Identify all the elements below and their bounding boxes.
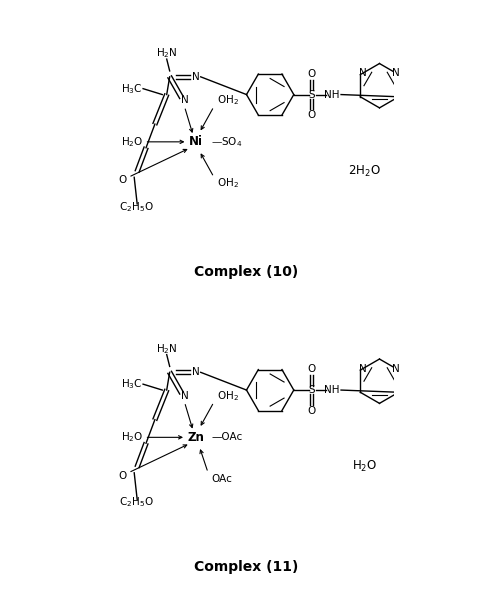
Text: H$_2$O: H$_2$O — [121, 430, 143, 444]
Text: H$_2$O: H$_2$O — [121, 135, 143, 149]
Text: N: N — [192, 368, 200, 377]
Text: OAc: OAc — [211, 474, 232, 483]
Text: Ni: Ni — [189, 135, 203, 148]
Text: 2H$_2$O: 2H$_2$O — [349, 164, 381, 179]
Text: S: S — [308, 90, 315, 99]
Text: O: O — [307, 69, 316, 79]
Text: Complex (11): Complex (11) — [194, 560, 299, 574]
Text: O: O — [118, 176, 127, 185]
Text: NH: NH — [324, 90, 340, 99]
Text: H$_2$N: H$_2$N — [156, 342, 177, 356]
Text: N: N — [359, 363, 367, 374]
Text: N: N — [192, 72, 200, 82]
Text: H$_3$C: H$_3$C — [121, 377, 143, 391]
Text: N: N — [392, 68, 400, 78]
Text: OH$_2$: OH$_2$ — [217, 93, 239, 108]
Text: Zn: Zn — [188, 431, 205, 444]
Text: O: O — [118, 471, 127, 480]
Text: N: N — [180, 96, 188, 105]
Text: O: O — [307, 111, 316, 120]
Text: S: S — [308, 385, 315, 395]
Text: OH$_2$: OH$_2$ — [217, 389, 239, 403]
Text: C$_2$H$_5$O: C$_2$H$_5$O — [119, 495, 154, 509]
Text: N: N — [180, 391, 188, 401]
Text: NH: NH — [324, 385, 340, 395]
Text: C$_2$H$_5$O: C$_2$H$_5$O — [119, 200, 154, 214]
Text: OH$_2$: OH$_2$ — [217, 176, 239, 190]
Text: Complex (10): Complex (10) — [194, 265, 299, 279]
Text: O: O — [307, 406, 316, 415]
Text: —SO$_4$: —SO$_4$ — [211, 135, 243, 149]
Text: H$_3$C: H$_3$C — [121, 82, 143, 96]
Text: H$_2$O: H$_2$O — [352, 459, 377, 475]
Text: H$_2$N: H$_2$N — [156, 46, 177, 60]
Text: O: O — [307, 365, 316, 374]
Text: —OAc: —OAc — [211, 433, 242, 442]
Text: N: N — [359, 68, 367, 78]
Text: N: N — [392, 363, 400, 374]
